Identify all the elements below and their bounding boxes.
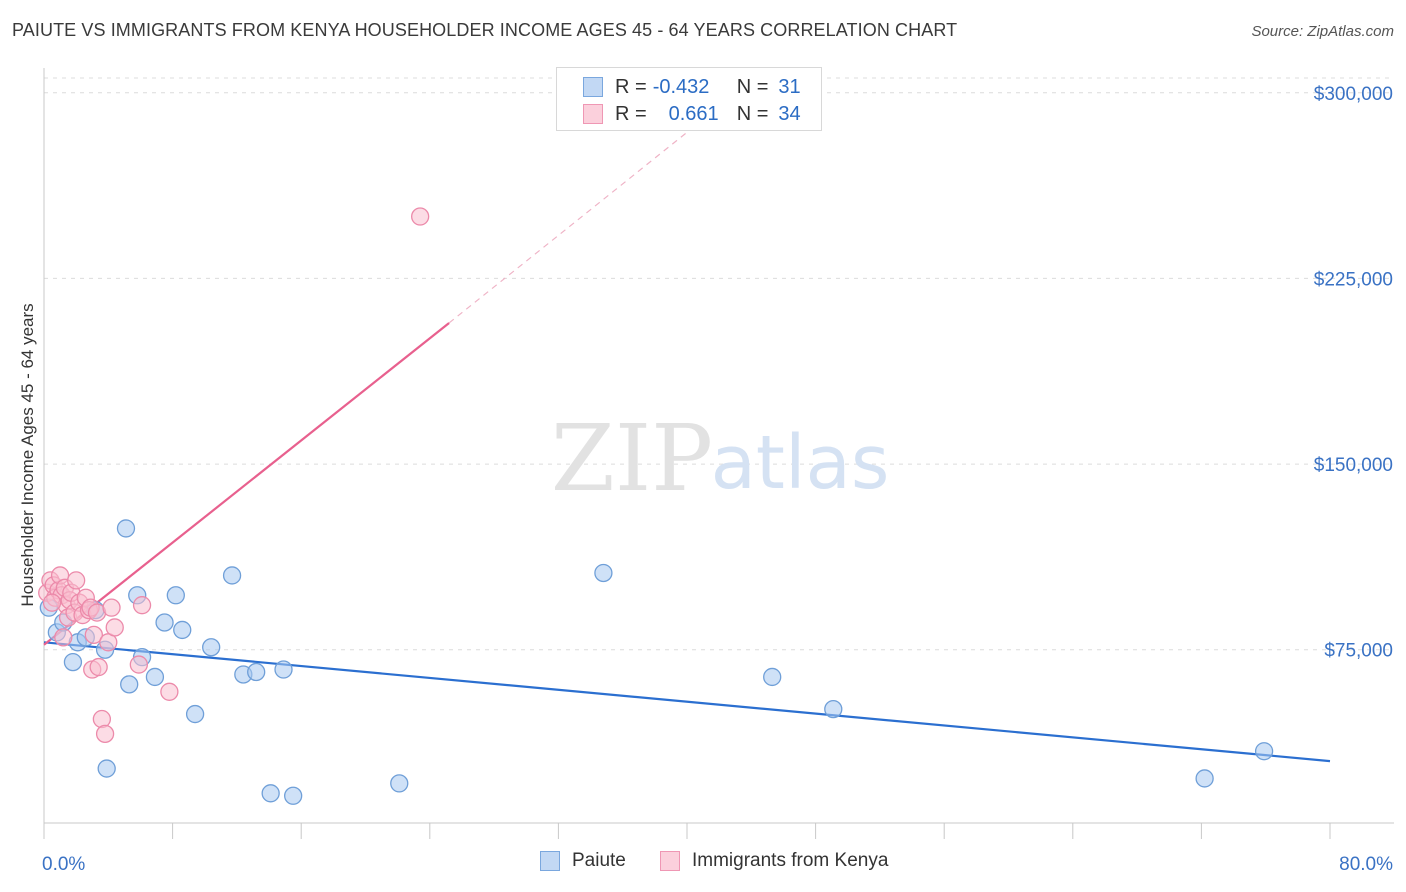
trend-lines [43, 131, 1331, 763]
paiute-point [594, 563, 613, 583]
x-tick-label: 0.0% [42, 854, 85, 875]
paiute-point [1195, 769, 1214, 788]
y-tick-label: $300,000 [1314, 84, 1393, 105]
kenya-point [89, 657, 108, 677]
paiute-point [97, 759, 116, 778]
source-label: Source: ZipAtlas.com [1251, 23, 1394, 40]
data-points [38, 207, 1274, 805]
paiute-point [120, 675, 139, 694]
kenya-point [102, 598, 121, 617]
legend-n-label: N = [736, 102, 769, 125]
stats-legend: R = -0.432 N = 31 R = 0.661 N = 34 [556, 67, 822, 131]
paiute-legend-swatch [540, 851, 560, 871]
kenya-point [92, 709, 112, 729]
legend-row-kenya: R = 0.661 N = 34 [583, 101, 801, 127]
paiute-point [116, 519, 136, 538]
paiute-point [155, 613, 174, 632]
legend-n-value: 31 [778, 75, 801, 98]
kenya-legend-label: Immigrants from Kenya [692, 850, 889, 871]
kenya-point [132, 596, 152, 615]
paiute-point [390, 774, 409, 793]
kenya-point [160, 682, 179, 701]
legend-r-value: 0.661 [668, 102, 719, 125]
paiute-point [274, 660, 293, 679]
paiute-point [824, 699, 843, 719]
paiute-point [185, 704, 205, 724]
kenya-point [84, 625, 103, 645]
paiute-point [166, 586, 185, 605]
paiute-point [261, 784, 280, 803]
kenya-point [105, 618, 124, 637]
paiute-point [247, 662, 266, 682]
legend-r-label: R = [615, 102, 647, 125]
y-tick-labels: $300,000 $225,000 $150,000 $75,000 [1314, 84, 1393, 662]
paiute-point [63, 652, 83, 672]
x-tick-labels: 0.0% 80.0% [42, 854, 1393, 875]
paiute-legend-label: Paiute [572, 850, 626, 871]
paiute-point [173, 620, 192, 640]
watermark-zip: ZIP [551, 405, 713, 512]
kenya-swatch [583, 104, 603, 124]
trend-line-1 [43, 322, 450, 646]
kenya-point [411, 207, 430, 226]
paiute-point [145, 667, 165, 687]
watermark: ZIP atlas [551, 405, 890, 512]
paiute-point [284, 786, 303, 805]
paiute-point [763, 667, 782, 687]
legend-item-paiute: Paiute [540, 850, 626, 872]
trend-line-dashed-1 [448, 131, 688, 324]
legend-n-label: N = [736, 75, 769, 98]
kenya-point [129, 655, 148, 674]
paiute-point [202, 638, 221, 657]
kenya-legend-swatch [660, 851, 680, 871]
legend-n-value: 34 [778, 102, 801, 125]
trend-line-0 [43, 641, 1331, 763]
watermark-atlas: atlas [711, 420, 890, 506]
kenya-point [95, 724, 115, 744]
legend-row-paiute: R = -0.432 N = 31 [583, 74, 801, 100]
kenya-point [54, 628, 73, 647]
axes [43, 68, 1394, 839]
y-tick-label: $225,000 [1314, 269, 1393, 290]
paiute-point [1254, 742, 1274, 761]
kenya-point [42, 593, 62, 612]
gridlines [44, 77, 1394, 651]
y-tick-label: $150,000 [1314, 455, 1393, 476]
chart-title: PAIUTE VS IMMIGRANTS FROM KENYA HOUSEHOL… [12, 20, 958, 40]
legend-r-label: R = [615, 75, 647, 98]
y-tick-label: $75,000 [1324, 641, 1393, 662]
paiute-swatch [583, 77, 603, 97]
legend-r-value: -0.432 [652, 75, 710, 98]
paiute-point [222, 566, 242, 585]
x-tick-label: 80.0% [1339, 854, 1393, 875]
kenya-point [67, 571, 86, 590]
legend-item-kenya: Immigrants from Kenya [660, 850, 888, 872]
